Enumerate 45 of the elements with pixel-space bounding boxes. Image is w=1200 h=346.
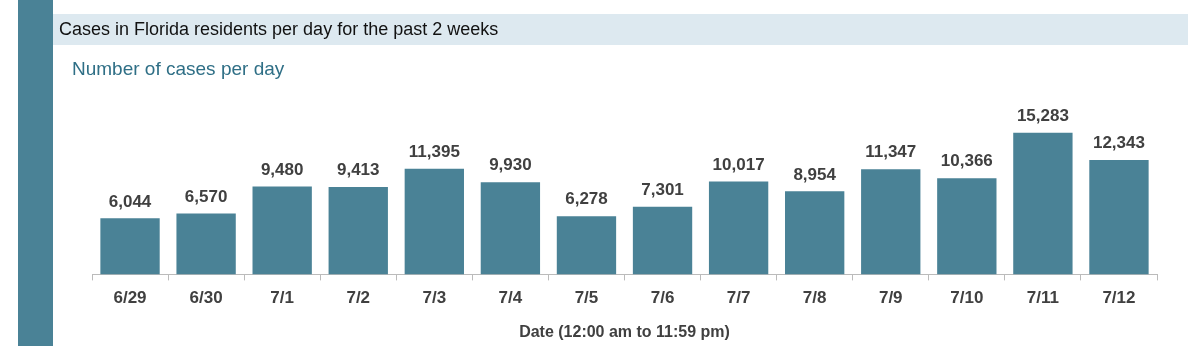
x-tick-label: 6/29 xyxy=(113,288,147,308)
bar xyxy=(785,191,845,275)
x-tick-label: 7/12 xyxy=(1102,288,1136,308)
data-label: 15,283 xyxy=(1016,105,1069,125)
data-label: 10,366 xyxy=(940,151,993,171)
x-tick-label: 7/7 xyxy=(726,288,751,308)
bar xyxy=(632,206,693,275)
x-tick-label: 6/30 xyxy=(189,288,223,308)
x-tick-label: 7/10 xyxy=(950,288,984,308)
bar xyxy=(100,218,160,275)
bar xyxy=(252,186,312,275)
bar xyxy=(404,168,464,275)
x-tick-label: 7/11 xyxy=(1026,288,1059,308)
data-label: 10,017 xyxy=(712,154,765,174)
data-label: 9,480 xyxy=(260,159,304,179)
bar xyxy=(937,178,997,275)
x-tick-label: 7/9 xyxy=(878,288,903,308)
x-tick-label: 7/3 xyxy=(422,288,447,308)
data-label: 6,044 xyxy=(108,191,152,211)
x-tick-label: 7/5 xyxy=(574,288,599,308)
bar xyxy=(708,181,769,275)
x-tick-label: 7/4 xyxy=(498,288,523,308)
x-tick-label: 7/8 xyxy=(802,288,827,308)
bar xyxy=(1013,132,1073,275)
chart-title: Cases in Florida residents per day for the past 2 weeks xyxy=(53,14,1188,45)
x-tick-label: 7/2 xyxy=(346,288,371,308)
bar xyxy=(556,216,617,275)
bar xyxy=(480,182,541,275)
chart-subtitle: Number of cases per day xyxy=(72,58,285,80)
bar xyxy=(861,169,921,275)
data-label: 11,395 xyxy=(408,141,460,161)
data-label: 12,343 xyxy=(1092,133,1145,153)
data-label: 7,301 xyxy=(641,179,684,199)
bar xyxy=(1089,159,1149,275)
data-label: 8,954 xyxy=(793,164,837,184)
x-axis-title: Date (12:00 am to 11:59 pm) xyxy=(519,322,730,340)
data-label: 9,930 xyxy=(489,155,532,175)
x-tick-label: 7/6 xyxy=(650,288,675,308)
x-tick-label: 7/1 xyxy=(270,288,294,308)
bar xyxy=(176,213,236,275)
data-label: 11,347 xyxy=(865,142,917,162)
data-label: 9,413 xyxy=(336,160,380,180)
bar xyxy=(328,187,388,275)
data-label: 6,570 xyxy=(184,186,228,206)
data-label: 6,278 xyxy=(565,189,608,209)
